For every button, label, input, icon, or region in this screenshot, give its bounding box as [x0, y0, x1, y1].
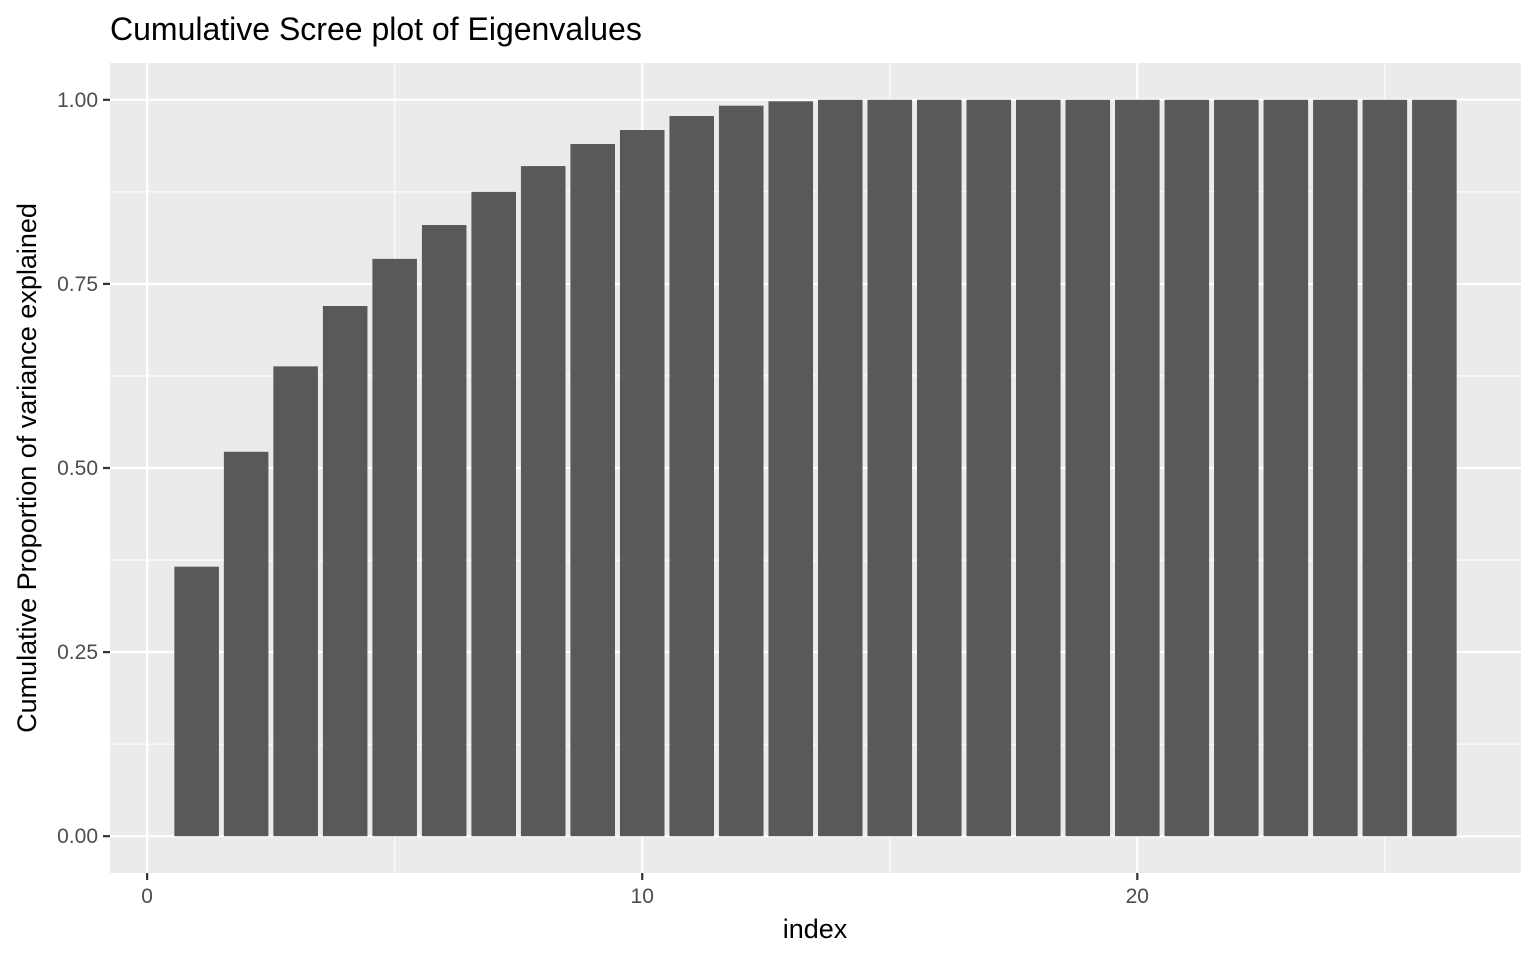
bar-20 — [1115, 99, 1160, 837]
bar-3 — [273, 366, 318, 837]
bar-26 — [1412, 99, 1457, 837]
bar-2 — [223, 451, 269, 837]
bar-4 — [322, 306, 368, 837]
bar-6 — [421, 225, 467, 837]
x-tick-label: 10 — [631, 885, 654, 908]
y-axis-title: Cumulative Proportion of variance explai… — [12, 203, 42, 733]
y-axis: 0.00 0.25 0.50 0.75 1.00 — [57, 89, 110, 848]
bar-16 — [916, 99, 962, 837]
bar-8 — [520, 166, 566, 837]
bar-1 — [174, 566, 219, 837]
y-tick-label: 0.00 — [57, 825, 98, 848]
bar-10 — [619, 130, 665, 837]
bar-23 — [1263, 99, 1309, 837]
bar-18 — [1016, 99, 1061, 837]
bars — [174, 99, 1457, 837]
bar-5 — [372, 258, 417, 837]
y-tick-label: 0.50 — [57, 457, 98, 480]
bar-9 — [570, 144, 615, 837]
y-tick-label: 0.25 — [57, 641, 98, 664]
x-axis-title: index — [783, 914, 848, 944]
y-tick-label: 0.75 — [57, 273, 98, 296]
bar-14 — [817, 99, 863, 837]
bar-7 — [471, 191, 516, 837]
bar-25 — [1362, 99, 1408, 837]
bar-19 — [1065, 99, 1111, 837]
chart-title: Cumulative Scree plot of Eigenvalues — [110, 11, 642, 47]
bar-12 — [718, 105, 764, 837]
bar-21 — [1164, 99, 1210, 837]
bar-15 — [867, 99, 913, 837]
bar-11 — [669, 116, 715, 837]
x-tick-label: 0 — [141, 885, 153, 908]
y-tick-label: 1.00 — [57, 89, 98, 112]
x-tick-label: 20 — [1126, 885, 1149, 908]
bar-22 — [1214, 99, 1259, 837]
bar-13 — [768, 101, 814, 837]
bar-24 — [1313, 99, 1358, 837]
bar-17 — [966, 99, 1012, 837]
x-axis: 0 10 20 — [141, 873, 1149, 908]
